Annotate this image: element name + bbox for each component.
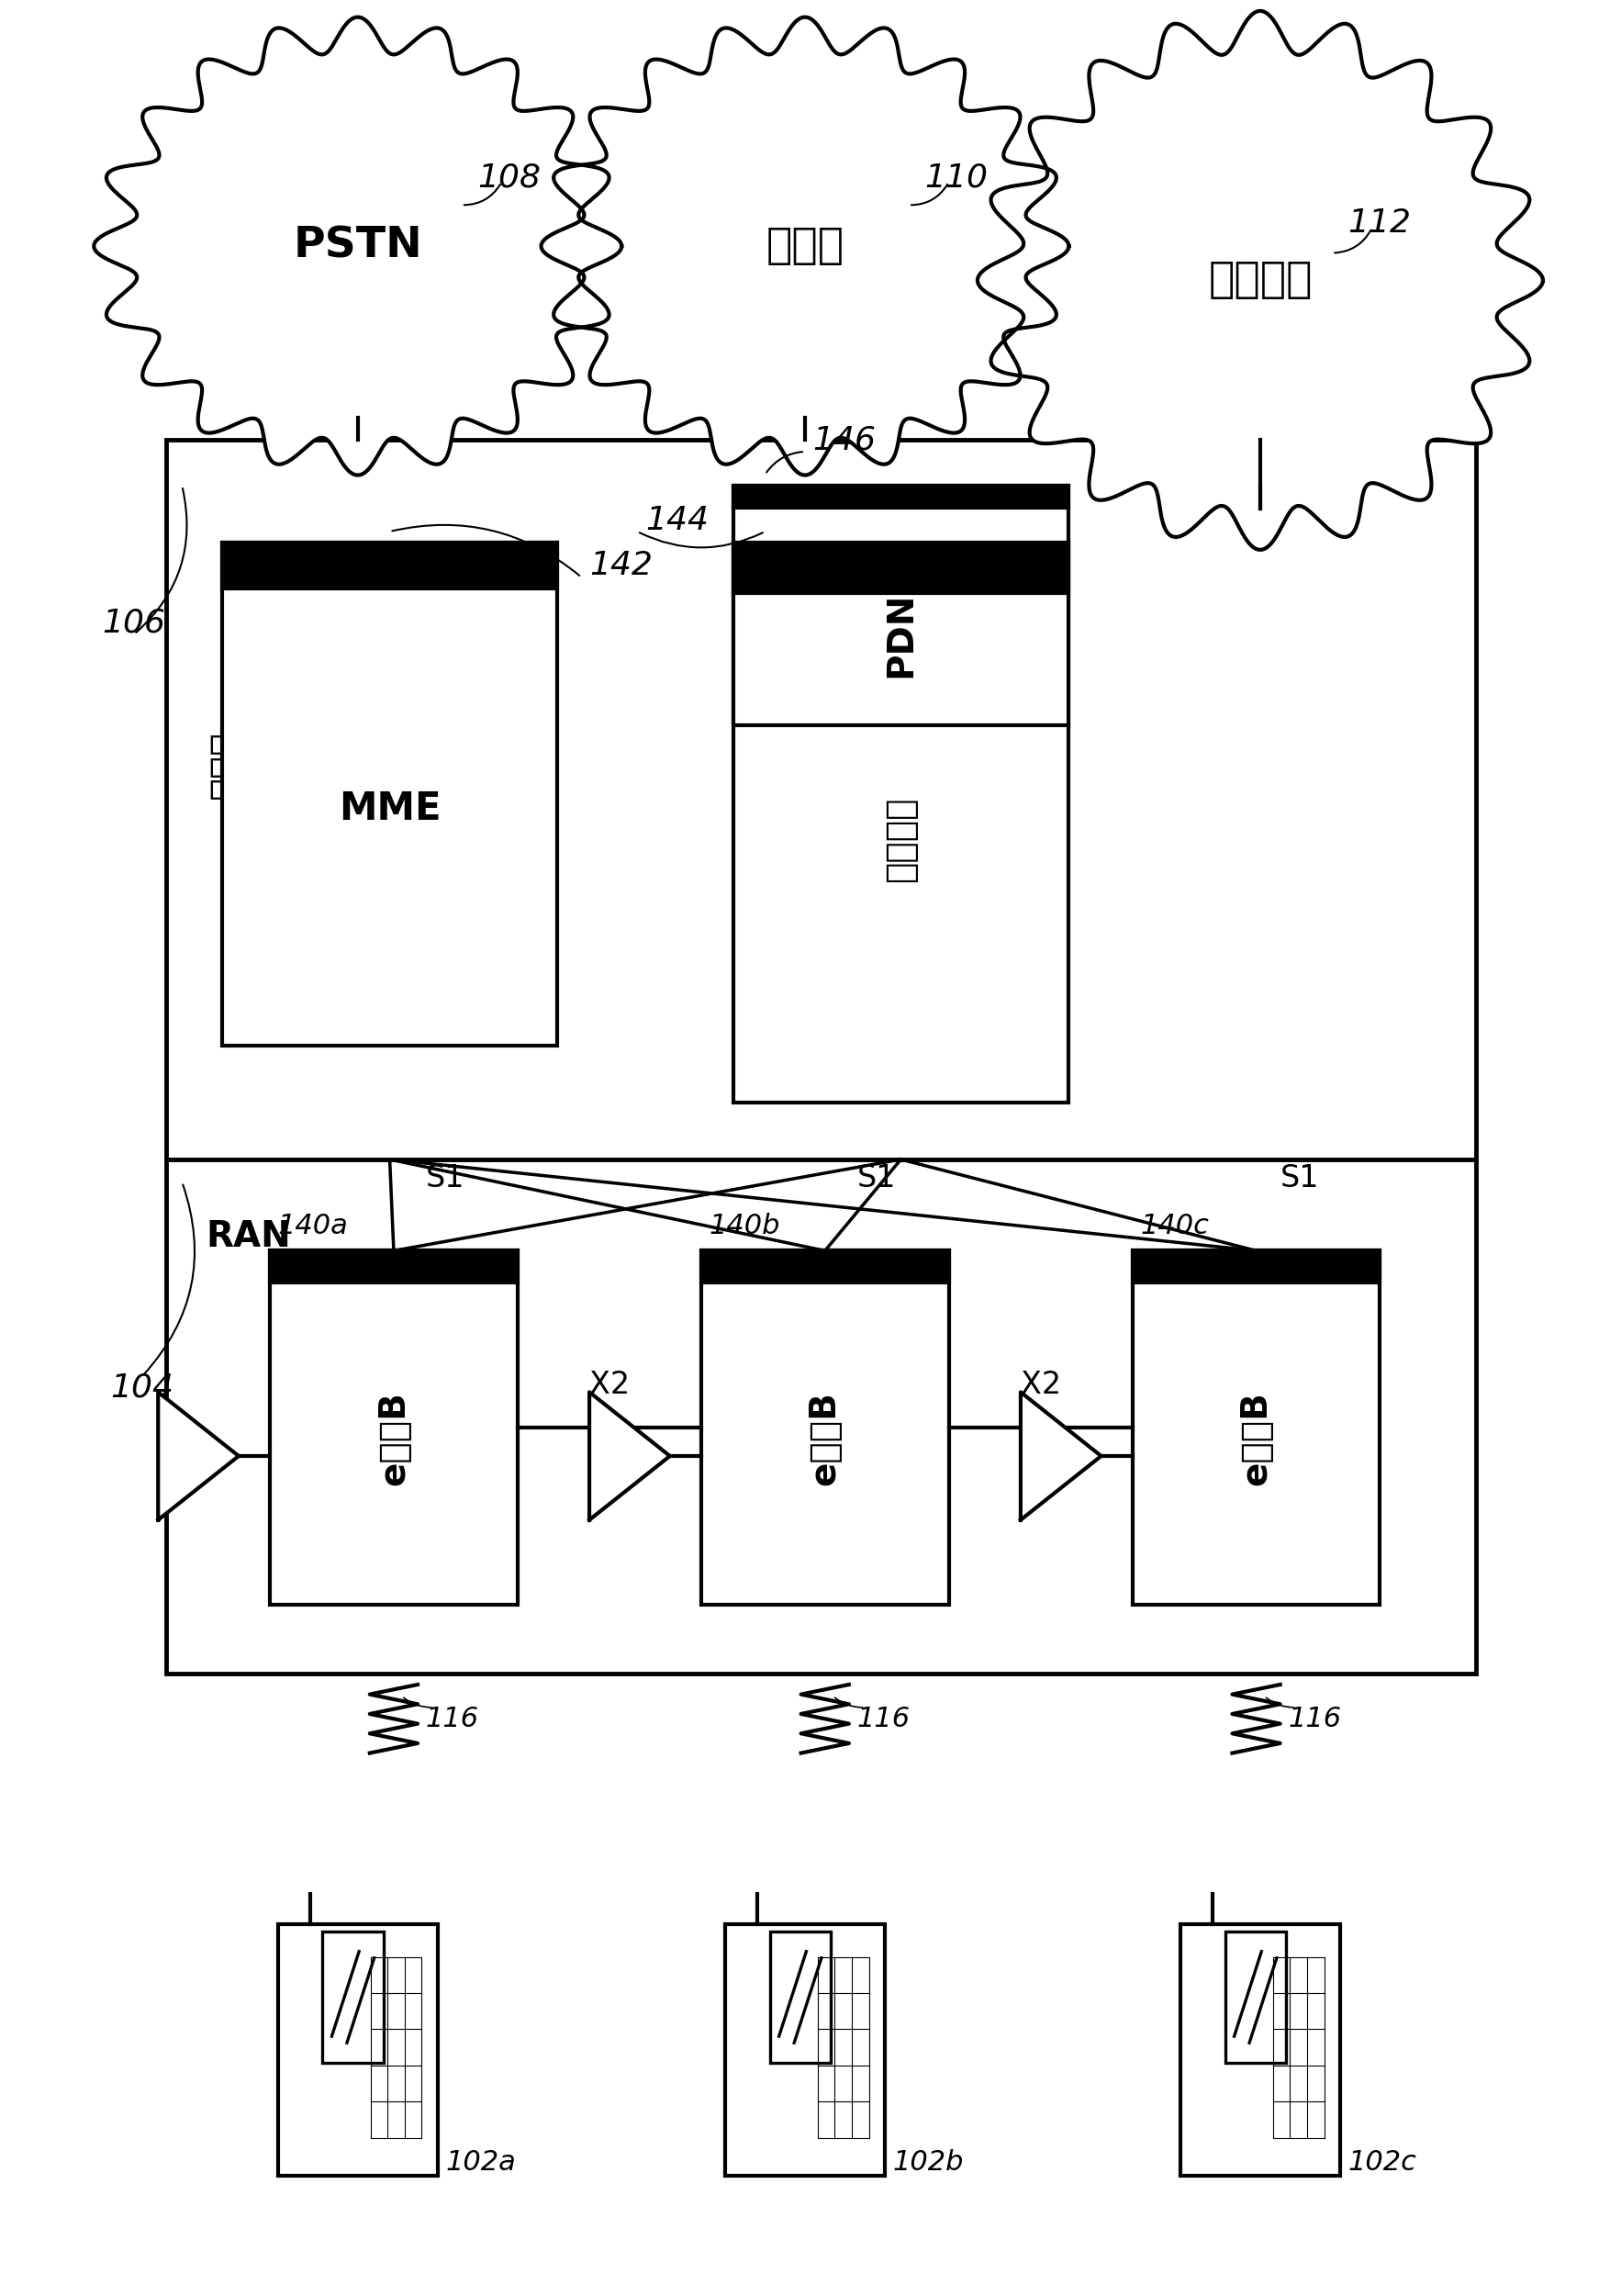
Text: 140b: 140b xyxy=(708,1212,781,1240)
Text: 其他网络: 其他网络 xyxy=(1208,259,1312,301)
Text: 106: 106 xyxy=(101,606,166,638)
Bar xyxy=(1132,1251,1380,1283)
Text: 108: 108 xyxy=(478,163,541,193)
Text: 104: 104 xyxy=(109,1373,174,1403)
Text: 142: 142 xyxy=(589,551,652,581)
Bar xyxy=(770,1931,831,2062)
Text: RAN: RAN xyxy=(206,1219,291,1254)
Bar xyxy=(733,487,1069,726)
Polygon shape xyxy=(541,16,1069,475)
Bar xyxy=(270,1251,517,1283)
Text: PSTN: PSTN xyxy=(293,225,422,266)
Bar xyxy=(1225,1931,1286,2062)
Text: 110: 110 xyxy=(924,163,989,193)
Text: e节点B: e节点B xyxy=(1238,1391,1274,1486)
Text: 116: 116 xyxy=(425,1706,480,1731)
Text: 102a: 102a xyxy=(446,2149,517,2177)
Text: X2: X2 xyxy=(1021,1371,1061,1401)
Bar xyxy=(1180,1924,1340,2177)
Bar xyxy=(733,542,1069,592)
Bar xyxy=(1132,1251,1380,1605)
Polygon shape xyxy=(1021,1391,1101,1520)
Text: 116: 116 xyxy=(1288,1706,1341,1731)
Text: 140c: 140c xyxy=(1140,1212,1209,1240)
Bar xyxy=(222,542,557,1045)
Text: S1: S1 xyxy=(1280,1164,1319,1194)
Text: 140a: 140a xyxy=(279,1212,348,1240)
Text: 102b: 102b xyxy=(894,2149,964,2177)
Text: 服务网关: 服务网关 xyxy=(884,797,918,882)
Bar xyxy=(322,1931,383,2062)
Polygon shape xyxy=(589,1391,670,1520)
Text: X2: X2 xyxy=(589,1371,630,1401)
Text: e节点B: e节点B xyxy=(808,1391,842,1486)
Text: MME: MME xyxy=(338,790,441,829)
Polygon shape xyxy=(977,11,1542,549)
Text: 146: 146 xyxy=(813,425,876,457)
Bar xyxy=(270,1251,517,1605)
Bar xyxy=(166,1159,1476,1674)
Bar xyxy=(725,1924,886,2177)
Bar xyxy=(222,542,557,588)
Text: 核心网: 核心网 xyxy=(206,730,245,799)
Text: 因特网: 因特网 xyxy=(766,225,844,266)
Bar xyxy=(733,487,1069,507)
Text: e节点B: e节点B xyxy=(377,1391,411,1486)
Text: 112: 112 xyxy=(1348,207,1412,239)
Bar xyxy=(702,1251,948,1283)
Text: S1: S1 xyxy=(857,1164,895,1194)
Polygon shape xyxy=(158,1391,238,1520)
Bar xyxy=(733,542,1069,1102)
Text: S1: S1 xyxy=(425,1164,465,1194)
Text: 102c: 102c xyxy=(1348,2149,1417,2177)
Bar xyxy=(279,1924,438,2177)
Bar xyxy=(166,441,1476,1159)
Polygon shape xyxy=(93,16,621,475)
Text: 144: 144 xyxy=(646,505,708,535)
Text: PDN网关: PDN网关 xyxy=(884,549,918,677)
Bar xyxy=(702,1251,948,1605)
Text: 116: 116 xyxy=(857,1706,910,1731)
